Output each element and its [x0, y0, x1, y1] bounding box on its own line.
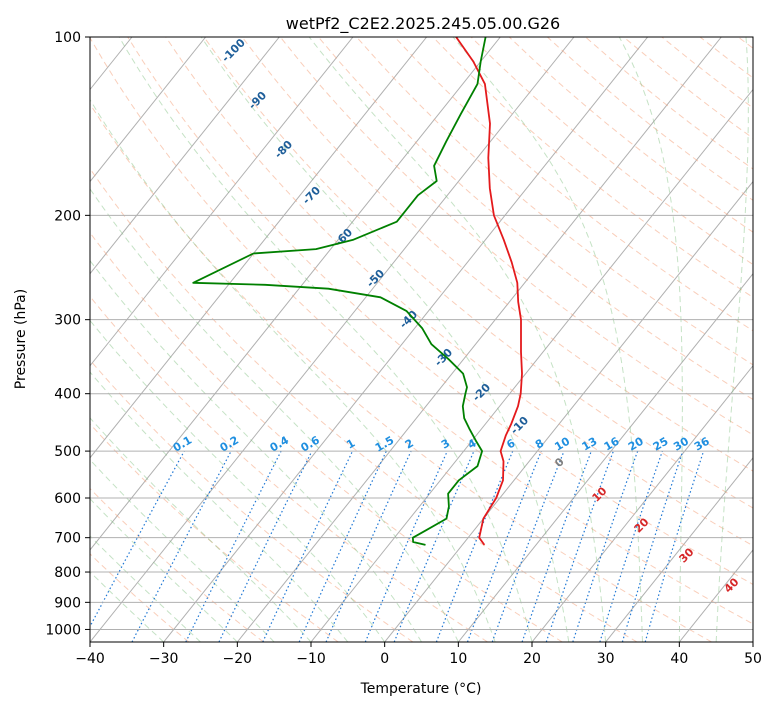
x-tick-label: −20 [223, 651, 253, 667]
x-tick-label: 50 [744, 651, 762, 667]
mixing-ratio-line [545, 450, 614, 642]
y-tick-label: 400 [54, 387, 81, 403]
mixing-ratio-line [572, 450, 639, 642]
isotherm-line [531, 364, 753, 642]
isotherm-line [90, 37, 280, 275]
moist-adiabat-line [200, 37, 570, 642]
dry-adiabat-line [90, 37, 753, 625]
x-axis-label: Temperature (°C) [360, 681, 482, 697]
moist-adiabat-line [118, 37, 533, 642]
isotherm-line [90, 37, 501, 551]
isotherm-line [605, 457, 753, 642]
isotherm-line [90, 37, 207, 183]
chart-title: wetPf2_C2E2.2025.245.05.00.G26 [286, 14, 560, 34]
mixing-ratio-line [521, 450, 592, 642]
y-tick-label: 800 [54, 565, 81, 581]
moist-adiabat-line [90, 371, 349, 642]
mixing-ratio-line [185, 450, 282, 642]
isotherm-line [0, 37, 58, 642]
mixing-ratio-line [393, 450, 475, 642]
isotherm-line [752, 641, 753, 642]
isotherm-line [90, 37, 575, 642]
y-axis-ticks: 100 200 300 400 500 600 700 800 900 1000 [45, 30, 90, 638]
x-tick-label: 30 [597, 651, 615, 667]
moist-adiabat-line [715, 37, 749, 642]
moist-adiabat-line [90, 571, 165, 642]
isotherm-line [90, 37, 428, 459]
mixing-ratio-line [466, 450, 542, 642]
dry-adiabat-line [90, 553, 190, 642]
x-tick-label: 20 [523, 651, 541, 667]
isotherm-line [236, 37, 722, 642]
y-tick-label: 600 [54, 491, 81, 507]
mixing-ratio-line [90, 450, 185, 628]
plot-background [90, 37, 753, 642]
mixing-ratio-lines [90, 450, 705, 642]
y-tick-label: 1000 [45, 622, 81, 638]
dry-adiabat-line [356, 37, 753, 366]
moist-adiabat-line [90, 98, 496, 642]
dry-adiabat-line [394, 37, 753, 332]
isotherm-line [384, 180, 753, 642]
y-tick-label: 900 [54, 595, 81, 611]
moist-adiabat-lines [90, 37, 749, 642]
moist-adiabat-line [452, 37, 643, 642]
temperature-profile-line [455, 37, 523, 546]
dry-adiabat-line [90, 167, 638, 642]
dry-adiabat-lines [90, 37, 753, 642]
x-tick-label: −30 [149, 651, 179, 667]
moist-adiabat-line [90, 259, 422, 642]
x-tick-label: −40 [75, 651, 105, 667]
isobar-gridlines [90, 37, 753, 630]
dry-adiabat-line [318, 37, 753, 401]
plot-frame [89, 36, 754, 643]
moist-adiabat-line [308, 37, 607, 642]
dewpoint-profile-line [192, 37, 487, 546]
dry-adiabat-line [165, 37, 753, 547]
y-axis-label: Pressure (hPa) [13, 289, 29, 389]
y-tick-label: 700 [54, 531, 81, 547]
x-tick-label: 40 [670, 651, 688, 667]
dry-adiabat-line [90, 231, 563, 642]
isotherm-lines [0, 37, 753, 642]
mixing-ratio-line [599, 450, 663, 642]
profile-series [192, 37, 523, 546]
moist-adiabat-line [90, 535, 201, 642]
mixing-ratio-line [621, 450, 684, 642]
mixing-ratio-line [491, 450, 565, 642]
isotherm-line [90, 37, 354, 367]
y-tick-label: 300 [54, 313, 81, 329]
dry-adiabat-line [90, 423, 339, 642]
x-tick-label: −10 [296, 651, 326, 667]
dry-adiabat-line [90, 103, 712, 642]
moist-adiabat-line [90, 459, 275, 642]
moist-adiabat-line [90, 498, 238, 642]
mixing-ratio-line [325, 450, 412, 642]
mixing-ratio-line [435, 450, 514, 642]
mixing-ratio-line [364, 450, 448, 642]
mixing-ratio-line [644, 450, 705, 642]
x-tick-label: 0 [380, 651, 389, 667]
moist-adiabat-line [90, 188, 459, 642]
plot-area: 0.1 0.2 0.4 0.6 1 1.5 2 3 4 6 8 10 13 16 20 25 30 36-100-… [0, 37, 753, 642]
isotherm-line [457, 272, 753, 642]
moist-adiabat-line [90, 319, 386, 642]
dry-adiabat-line [90, 295, 488, 642]
dry-adiabat-line [90, 359, 414, 642]
y-tick-label: 500 [54, 444, 81, 460]
x-axis-ticks: −40 −30 −20 −10 0 10 20 30 40 50 [75, 642, 762, 667]
moist-adiabat-line [618, 37, 683, 642]
y-tick-label: 200 [54, 208, 81, 224]
x-tick-label: 10 [449, 651, 467, 667]
y-tick-label: 100 [54, 30, 81, 46]
dry-adiabat-line [203, 37, 753, 509]
dry-adiabat-line [127, 37, 753, 586]
isotherm-line [163, 37, 649, 642]
